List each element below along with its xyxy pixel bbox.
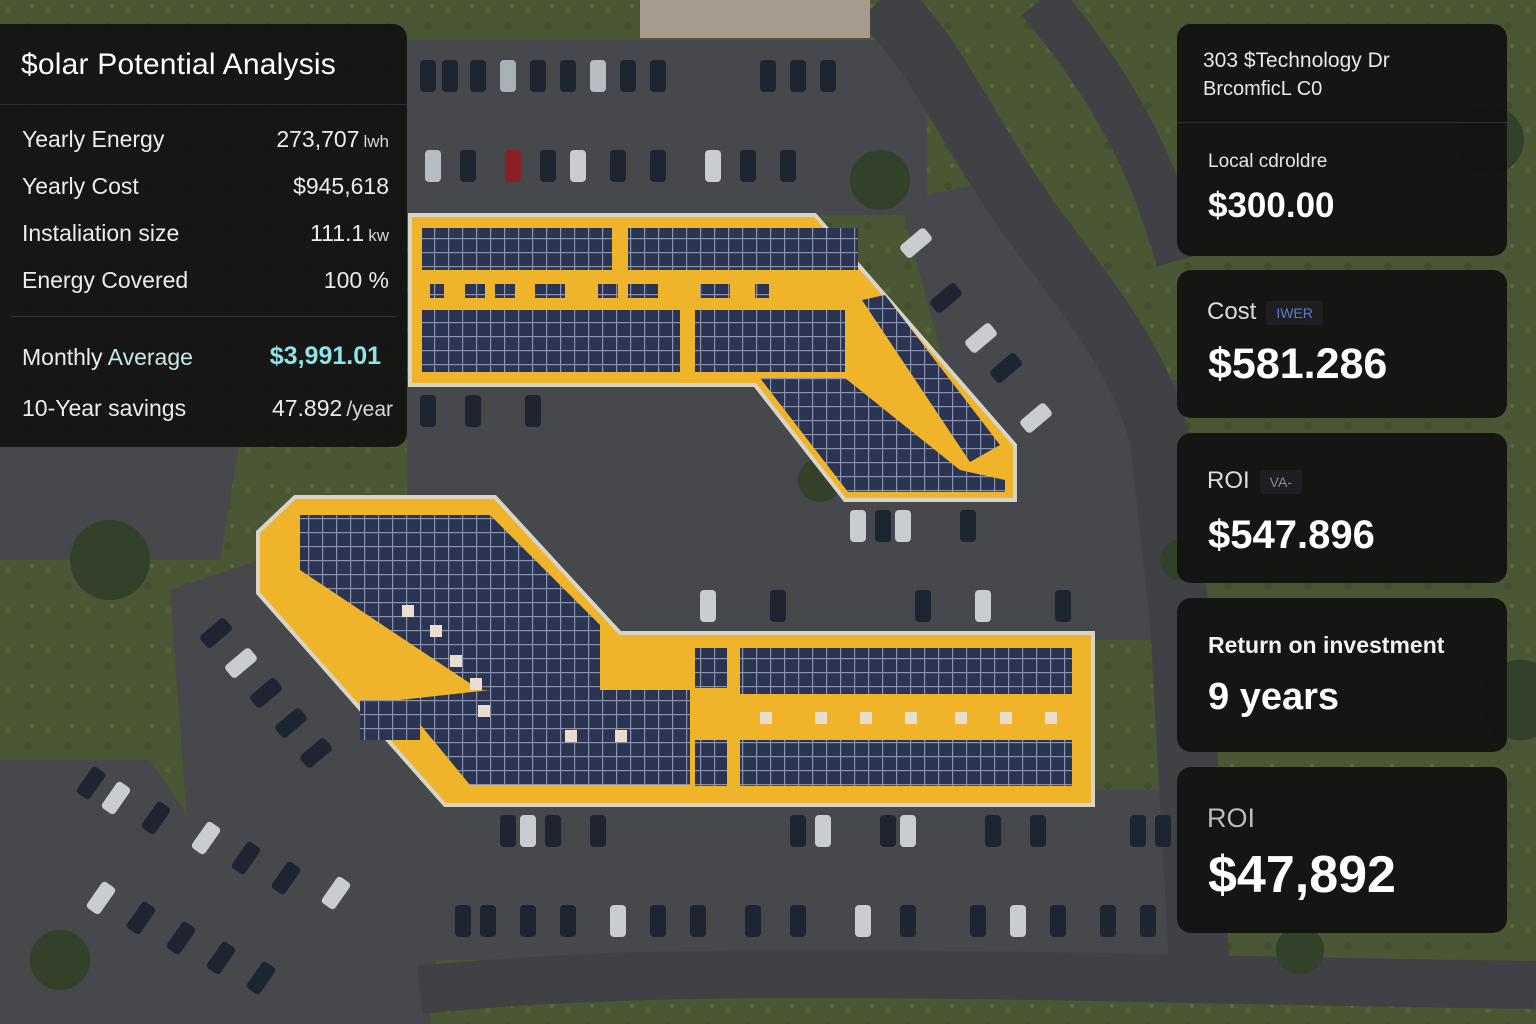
stat-row-yearly-cost: Yearly Cost $945,618 — [22, 173, 389, 203]
stat-label: Yearly Energy — [22, 126, 165, 152]
monthly-average-label: Monthly Average — [22, 344, 193, 370]
stat-label: Energy Covered — [22, 267, 189, 293]
cost-label: Cost IWER — [1207, 298, 1323, 326]
stats-divider — [10, 316, 397, 317]
monthly-average-value: $3,991.01 — [269, 342, 381, 370]
stat-row-10-year-savings: 10-Year savings 47.892/year — [22, 395, 393, 425]
roi-card: ROI VA- $547.896 — [1177, 433, 1507, 583]
address-card: 303 $Technology Dr BrcomficL C0 Local cd… — [1177, 24, 1507, 256]
roi-badge: VA- — [1259, 469, 1302, 494]
stat-row-energy-covered: Energy Covered 100 % — [22, 267, 389, 297]
local-rate-value: $300.00 — [1208, 186, 1335, 225]
stat-value: $945,618 — [293, 173, 389, 199]
stat-value: 111.1 kw — [310, 220, 389, 246]
roi-total-card: ROI $47,892 — [1177, 767, 1507, 933]
stat-unit: kw — [368, 226, 389, 245]
savings-unit: /year — [346, 398, 393, 421]
savings-label: 10-Year savings — [22, 395, 187, 421]
panel-title: $olar Potential Analysis — [21, 48, 336, 81]
address-line-1: 303 $Technology Dr — [1203, 49, 1390, 72]
roi-total-label: ROI — [1207, 803, 1256, 833]
cost-value: $581.286 — [1208, 340, 1388, 388]
address-line-2: BrcomficL C0 — [1203, 78, 1323, 100]
stat-unit: lwh — [363, 132, 389, 151]
parked-cars — [76, 60, 1171, 995]
card-divider — [1177, 122, 1507, 123]
stat-value: 273,707 lwh — [276, 126, 389, 152]
driveway — [640, 0, 870, 38]
lower-solar-arrays — [300, 515, 1072, 786]
stat-label: Instaliation size — [22, 220, 180, 246]
cost-card: Cost IWER $581.286 — [1177, 270, 1507, 418]
stat-value: 100 % — [323, 267, 389, 293]
savings-value: 47.892/year — [271, 395, 393, 421]
stat-label: Yearly Cost — [22, 173, 139, 199]
rooftop-units — [402, 605, 1057, 742]
cost-badge: IWER — [1266, 300, 1323, 325]
roi-label: ROI VA- — [1207, 467, 1302, 495]
road — [858, 0, 1230, 982]
stat-row-installation-size: Instaliation size 111.1 kw — [22, 220, 389, 250]
solar-analysis-panel: $olar Potential Analysis Yearly Energy 2… — [0, 24, 407, 447]
return-on-investment-card: Return on investment 9 years — [1177, 598, 1507, 752]
stat-row-yearly-energy: Yearly Energy 273,707 lwh — [22, 126, 389, 156]
roi-total-value: $47,892 — [1208, 846, 1396, 904]
roi-value: $547.896 — [1208, 513, 1375, 557]
return-on-investment-value: 9 years — [1208, 676, 1340, 718]
stat-row-monthly-average: Monthly Average $3,991.01 — [22, 342, 389, 378]
upper-solar-arrays — [422, 228, 1005, 492]
return-on-investment-label: Return on investment — [1208, 632, 1445, 658]
local-rate-label: Local cdroldre — [1208, 151, 1328, 172]
title-divider — [0, 104, 407, 105]
